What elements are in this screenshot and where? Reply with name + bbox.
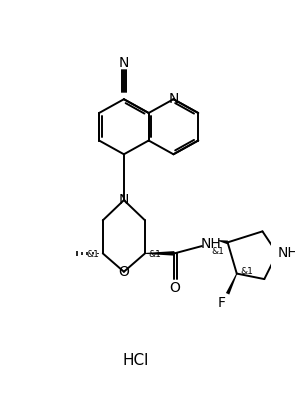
Text: N: N: [168, 92, 179, 106]
Text: &1: &1: [240, 267, 253, 276]
Text: &1: &1: [149, 250, 162, 259]
Text: O: O: [119, 265, 129, 279]
Text: O: O: [169, 281, 180, 295]
Text: &1: &1: [211, 247, 224, 256]
Text: N: N: [119, 55, 129, 69]
Polygon shape: [226, 274, 237, 295]
Text: NH: NH: [201, 237, 222, 251]
Text: &1: &1: [86, 250, 99, 259]
Text: N: N: [119, 193, 129, 207]
Text: F: F: [218, 296, 226, 310]
Polygon shape: [145, 251, 174, 256]
Polygon shape: [218, 240, 228, 244]
Text: NH: NH: [278, 246, 295, 261]
Text: HCl: HCl: [123, 353, 149, 368]
